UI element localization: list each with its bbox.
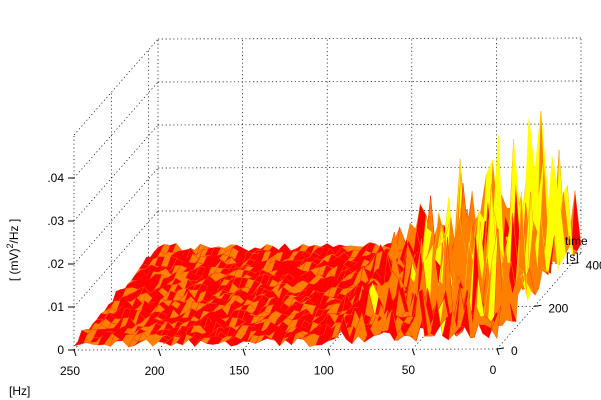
grid-line — [73, 81, 159, 179]
grid-line — [73, 348, 498, 351]
y-axis-label-line2: [s] — [566, 250, 579, 264]
y-tick-label: 0 — [511, 344, 518, 358]
grid-line — [73, 38, 159, 136]
y-tick-label: 200 — [548, 301, 568, 315]
grid-line — [157, 166, 582, 169]
x-tick-label: 150 — [229, 364, 249, 378]
x-tick-label: 50 — [402, 363, 416, 377]
z-axis-label: [ (mV)2/Hz ] — [5, 219, 21, 281]
grid-line — [157, 80, 582, 83]
x-tick-label: 100 — [314, 363, 334, 377]
x-tick-label: 200 — [145, 364, 165, 378]
x-tick-mark — [496, 348, 500, 356]
z-tick-label: .02 — [47, 257, 64, 271]
x-axis-unit-label: [Hz] — [9, 384, 30, 398]
surface-patch — [490, 306, 501, 340]
y-tick-mark — [571, 262, 579, 265]
z-tick-label: .03 — [47, 214, 64, 228]
y-tick-mark — [496, 347, 505, 350]
grid-line — [73, 124, 159, 222]
x-tick-mark — [242, 349, 246, 356]
z-axis-label-prefix: [ (mV) — [7, 249, 21, 282]
grid-layer — [73, 37, 582, 351]
x-tick-label: 0 — [490, 363, 497, 377]
y-axis-label-line1: time — [565, 234, 588, 248]
grid-line — [73, 167, 159, 265]
axis-layer: 25020015010050002004000.01.02.03.04 — [47, 171, 601, 378]
grid-line — [157, 37, 582, 40]
z-tick-label: .01 — [47, 300, 64, 314]
x-tick-mark — [327, 349, 331, 356]
y-tick-mark — [534, 304, 542, 307]
grid-line — [157, 123, 582, 126]
surface-layer — [73, 110, 582, 348]
x-tick-mark — [158, 349, 162, 356]
x-tick-mark — [411, 349, 415, 356]
x-tick-mark — [73, 349, 77, 357]
y-tick-label: 400 — [586, 259, 601, 273]
z-axis-label-sup: 2 — [5, 243, 15, 248]
z-axis-label-suffix: /Hz ] — [7, 219, 21, 244]
x-tick-label: 250 — [60, 364, 80, 378]
z-tick-label: .04 — [47, 171, 64, 185]
z-tick-label: 0 — [57, 343, 64, 357]
